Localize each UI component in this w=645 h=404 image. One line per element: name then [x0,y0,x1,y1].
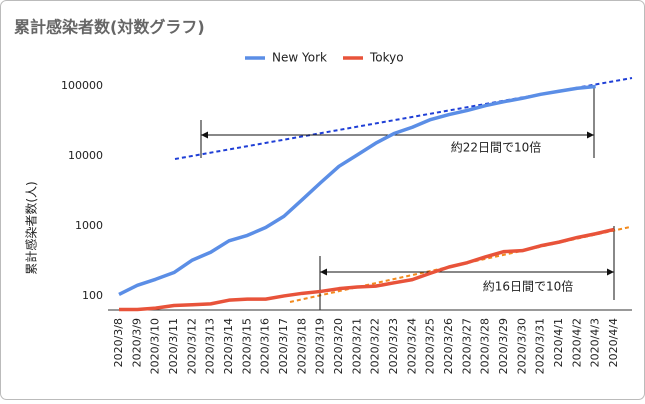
series-line [118,84,596,297]
x-tick-label: 2020/3/18 [295,318,308,374]
x-tick-label: 2020/3/24 [405,318,418,374]
x-tick-label: 2020/3/10 [149,318,162,374]
x-tick-label: 2020/4/3 [589,318,602,367]
x-tick-label: 2020/3/31 [534,318,547,374]
annotation: 約16日間で10倍 [483,279,574,294]
x-tick-label: 2020/3/22 [369,318,382,374]
x-tick-label: 2020/4/1 [552,318,565,367]
x-tick-label: 2020/4/4 [607,318,620,367]
series-line [119,227,615,312]
x-tick-label: 2020/3/28 [479,318,492,374]
x-tick-label: 2020/3/19 [314,318,327,374]
y-tick-label: 10000 [68,149,103,162]
x-tick-label: 2020/3/26 [442,318,455,374]
x-tick-label: 2020/3/16 [259,318,272,374]
x-tick-label: 2020/3/21 [350,318,363,374]
chart-title: 累計感染者数(対数グラフ) [14,18,205,37]
x-tick-label: 2020/3/14 [222,318,235,374]
x-tick-label: 2020/3/17 [277,318,290,374]
x-tick-label: 2020/3/29 [497,318,510,374]
x-tick-label: 2020/3/30 [515,318,528,374]
x-tick-label: 2020/3/12 [185,318,198,374]
y-tick-label: 1000 [75,219,103,232]
x-tick-label: 2020/3/25 [424,318,437,374]
x-tick-label: 2020/3/8 [112,318,125,367]
x-tick-label: 2020/3/27 [460,318,473,374]
x-tick-label: 2020/3/11 [167,318,180,374]
x-tick-label: 2020/3/13 [204,318,217,374]
x-tick-label: 2020/3/23 [387,318,400,374]
annotation-bracket [200,86,615,310]
legend-label: New York [272,51,327,65]
x-tick-label: 2020/3/20 [332,318,345,374]
y-axis-label: 累計感染者数(人) [24,181,39,274]
y-tick-label: 100000 [61,79,103,92]
legend-label: Tokyo [369,51,404,65]
annotation: 約22日間で10倍 [451,140,542,155]
y-tick-label: 100 [82,289,103,302]
x-tick-label: 2020/3/9 [130,318,143,367]
x-tick-label: 2020/3/15 [240,318,253,374]
x-tick-label: 2020/4/2 [570,318,583,367]
